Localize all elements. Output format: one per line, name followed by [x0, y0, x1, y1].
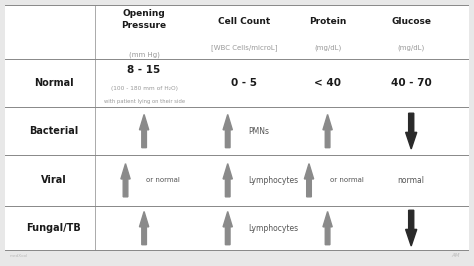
Text: (mm Hg): (mm Hg)	[128, 52, 160, 58]
Text: 8 - 15: 8 - 15	[128, 65, 161, 76]
Text: Cell Count: Cell Count	[218, 17, 270, 26]
Text: (mg/dL): (mg/dL)	[398, 44, 425, 51]
Text: 0 - 5: 0 - 5	[231, 78, 257, 88]
Text: or normal: or normal	[146, 177, 180, 183]
Text: Glucose: Glucose	[391, 17, 431, 26]
FancyArrow shape	[304, 164, 314, 197]
Text: Fungal/TB: Fungal/TB	[26, 223, 81, 233]
Text: Bacterial: Bacterial	[29, 126, 78, 136]
Text: Protein: Protein	[309, 17, 346, 26]
Text: with patient lying on their side: with patient lying on their side	[103, 99, 185, 103]
FancyArrow shape	[223, 114, 232, 148]
Text: Opening
Pressure: Opening Pressure	[121, 9, 167, 30]
Text: < 40: < 40	[314, 78, 341, 88]
FancyArrow shape	[406, 210, 417, 246]
Text: [WBC Cells/microL]: [WBC Cells/microL]	[211, 44, 277, 51]
Text: (100 - 180 mm of H₂O): (100 - 180 mm of H₂O)	[110, 86, 178, 91]
FancyArrow shape	[139, 114, 149, 148]
Text: AM: AM	[451, 253, 460, 258]
FancyArrow shape	[323, 114, 332, 148]
Text: normal: normal	[398, 176, 425, 185]
Text: Viral: Viral	[41, 175, 66, 185]
FancyArrow shape	[406, 113, 417, 149]
Text: medXool: medXool	[9, 254, 27, 258]
Text: 40 - 70: 40 - 70	[391, 78, 431, 88]
FancyArrow shape	[323, 211, 332, 245]
FancyArrow shape	[223, 211, 232, 245]
FancyArrow shape	[121, 164, 130, 197]
Text: PMNs: PMNs	[248, 127, 270, 136]
Text: Lymphocytes: Lymphocytes	[248, 224, 299, 233]
Text: Lymphocytes: Lymphocytes	[248, 176, 299, 185]
Text: or normal: or normal	[330, 177, 364, 183]
Text: Normal: Normal	[34, 78, 73, 88]
FancyArrow shape	[223, 164, 232, 197]
Text: (mg/dL): (mg/dL)	[314, 44, 341, 51]
FancyArrow shape	[139, 211, 149, 245]
